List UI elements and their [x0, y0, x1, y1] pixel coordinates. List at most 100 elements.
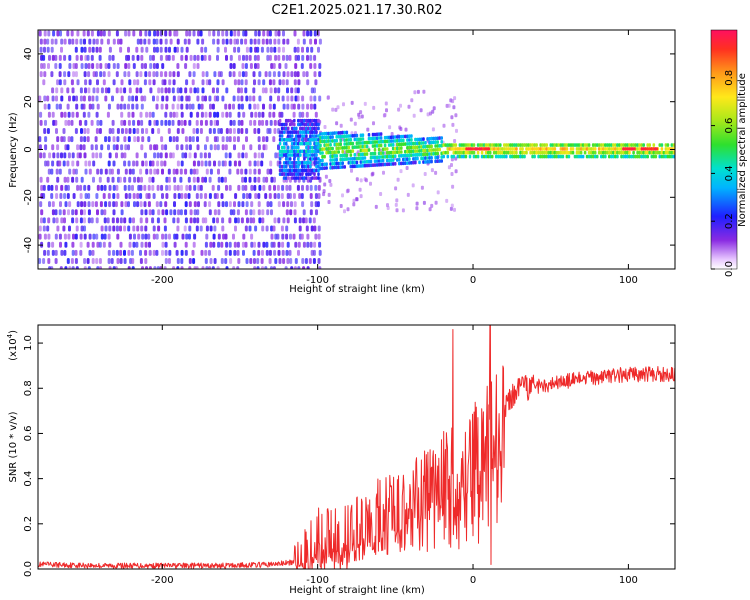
heatmap-cell	[377, 140, 381, 144]
heatmap-cell	[484, 150, 488, 155]
heatmap-cell	[642, 143, 645, 147]
heatmap-cell	[144, 241, 148, 248]
heatmap-cell	[102, 79, 106, 86]
heatmap-cell	[311, 138, 314, 142]
heatmap-cell	[412, 149, 415, 153]
heatmap-cell	[672, 154, 675, 159]
heatmap-cell	[660, 143, 664, 147]
heatmap-cell	[618, 150, 621, 155]
heatmap-cell	[290, 149, 294, 154]
heatmap-cell	[329, 139, 332, 143]
heatmap-cell	[329, 146, 332, 151]
heatmap-cell	[148, 176, 152, 183]
heatmap-cell	[242, 144, 245, 151]
heatmap-cell	[309, 63, 313, 69]
heatmap-cell	[197, 103, 201, 110]
heatmap-cell	[610, 147, 613, 151]
heatmap-cell	[381, 151, 385, 155]
heatmap-cell	[301, 141, 304, 146]
heatmap-cell	[385, 139, 389, 144]
heatmap-cell	[240, 87, 243, 94]
heatmap-cell	[521, 143, 524, 147]
heatmap-cell	[108, 266, 112, 269]
heatmap-cell	[66, 87, 70, 94]
heatmap-cell	[253, 266, 257, 269]
heatmap-cell	[383, 143, 387, 148]
heatmap-cell	[59, 241, 62, 248]
heatmap-cell	[139, 184, 143, 191]
heatmap-cell	[43, 233, 47, 240]
heatmap-cell	[295, 176, 298, 180]
heatmap-cell	[72, 63, 76, 69]
heatmap-cell	[272, 225, 276, 232]
heatmap-cell	[127, 225, 131, 232]
heatmap-cell	[668, 154, 672, 159]
heatmap-cell	[365, 159, 369, 164]
heatmap-cell	[466, 150, 470, 155]
heatmap-cell	[317, 118, 320, 123]
heatmap-cell	[56, 152, 60, 159]
heatmap-cell	[365, 140, 369, 145]
heatmap-cell	[442, 123, 446, 128]
heatmap-cell	[317, 233, 321, 240]
heatmap-cell	[418, 137, 421, 142]
heatmap-cell	[575, 143, 579, 147]
heatmap-cell	[517, 154, 520, 159]
heatmap-cell	[352, 202, 356, 207]
heatmap-cell	[483, 147, 487, 151]
heatmap-cell	[400, 146, 403, 150]
heatmap-cell	[446, 143, 450, 147]
heatmap-cell	[593, 143, 597, 147]
heatmap-cell	[76, 30, 80, 37]
heatmap-cell	[249, 63, 253, 69]
heatmap-cell	[408, 153, 411, 158]
heatmap-cell	[133, 233, 136, 240]
heatmap-cell	[58, 54, 62, 61]
heatmap-cell	[644, 154, 647, 159]
heatmap-cell	[308, 217, 312, 224]
heatmap-cell	[315, 157, 318, 161]
heatmap-cell	[284, 149, 288, 154]
heatmap-cell	[248, 193, 252, 199]
heatmap-cell	[225, 54, 228, 61]
heatmap-cell	[306, 233, 310, 240]
heatmap-cell	[503, 147, 506, 151]
heatmap-cell	[379, 155, 383, 159]
heatmap-cell	[533, 147, 536, 151]
heatmap-cell	[622, 154, 625, 159]
heatmap-cell	[131, 266, 135, 269]
heatmap-cell	[597, 143, 601, 147]
heatmap-cell	[385, 162, 389, 167]
heatmap-cell	[100, 184, 104, 191]
heatmap-cell	[363, 101, 367, 106]
heatmap-cell	[115, 152, 118, 159]
heatmap-cell	[205, 233, 209, 240]
snr-x-tick-label: -200	[151, 575, 174, 586]
heatmap-cell	[86, 241, 90, 248]
heatmap-cell	[176, 266, 180, 269]
heatmap-cell	[119, 46, 123, 53]
heatmap-cell	[38, 144, 42, 151]
heatmap-cell	[212, 217, 216, 224]
heatmap-cell	[323, 166, 326, 170]
heatmap-cell	[164, 201, 168, 208]
heatmap-cell	[86, 258, 90, 264]
heatmap-cell	[420, 137, 423, 142]
heatmap-cell	[66, 193, 70, 199]
heatmap-cell	[339, 153, 342, 158]
heatmap-cell	[557, 143, 561, 147]
heatmap-cell	[195, 193, 199, 199]
heatmap-cell	[180, 95, 184, 102]
heatmap-cell	[434, 144, 437, 148]
heatmap-cell	[381, 155, 385, 159]
heatmap-cell	[261, 152, 264, 159]
heatmap-cell	[591, 154, 595, 159]
heatmap-cell	[295, 145, 298, 150]
heatmap-cell	[353, 156, 357, 161]
heatmap-cell	[92, 160, 96, 167]
heatmap-cell	[280, 111, 284, 118]
heatmap-cell	[176, 128, 180, 134]
heatmap-cell	[120, 79, 124, 86]
heatmap-cell	[268, 258, 272, 264]
heatmap-cell	[290, 71, 294, 78]
